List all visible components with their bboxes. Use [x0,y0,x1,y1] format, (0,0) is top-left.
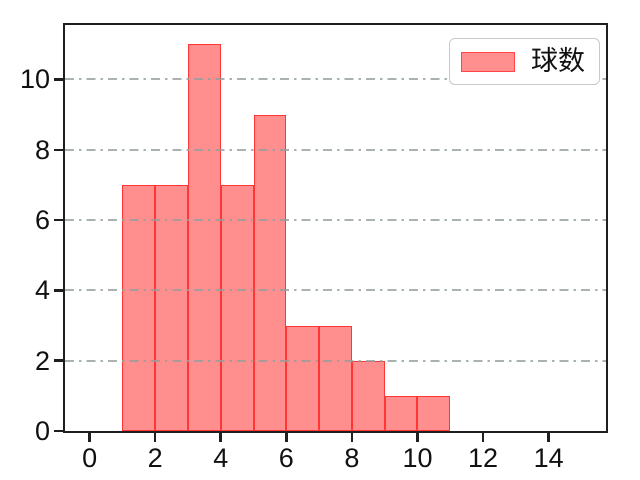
y-gridline [65,148,606,151]
y-tick-mark [54,78,63,81]
x-tick-mark [481,433,485,442]
y-gridline [65,289,606,292]
x-tick-label: 2 [147,443,163,473]
legend-label: 球数 [531,46,585,76]
x-tick-mark [285,433,288,442]
y-gridline [65,359,606,362]
y-tick-label: 10 [19,64,50,95]
legend: 球数 [449,38,600,85]
x-tick-mark [416,433,419,442]
histogram-bar [384,395,418,431]
x-tick-label: 6 [278,443,294,473]
grid-layer [65,25,606,431]
x-tick-label: 0 [82,443,98,473]
y-tick-label: 8 [34,134,50,165]
histogram-bar [187,44,221,431]
plot-area: 球数 [63,23,608,433]
histogram-bar [220,184,254,431]
histogram-bar [122,184,156,431]
y-gridline [65,219,606,222]
y-tick-mark [54,289,63,292]
legend-swatch [461,51,515,72]
x-tick-mark [547,433,550,442]
bars-layer [65,25,606,431]
y-tick-label: 2 [34,345,50,376]
y-tick-mark [54,429,63,433]
histogram-bar [286,325,320,431]
y-tick-mark [54,359,63,362]
histogram-bar [351,360,385,431]
y-gridline [65,78,606,81]
x-tick-label: 4 [213,443,229,473]
x-tick-mark [219,433,222,442]
histogram-bar [155,184,188,431]
y-tick-label: 0 [34,416,50,446]
x-tick-mark [350,433,354,442]
y-tick-mark [54,218,63,222]
x-tick-label: 10 [402,443,433,473]
x-tick-mark [88,433,91,442]
y-tick-label: 6 [34,205,50,236]
histogram-bar [417,395,451,431]
y-tick-label: 4 [34,275,50,306]
x-tick-label: 12 [468,443,499,473]
histogram-bar [319,325,352,431]
histogram-bar [253,114,287,431]
x-tick-label: 8 [344,443,360,473]
x-tick-mark [153,433,157,442]
x-tick-label: 14 [533,443,564,473]
y-tick-mark [54,148,63,152]
